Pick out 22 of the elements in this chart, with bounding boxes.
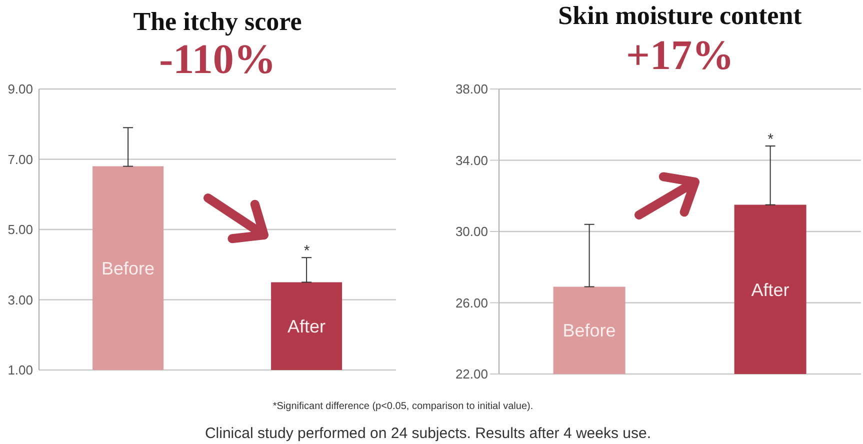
y-tick-label: 22.00 [455, 366, 488, 382]
chart-title: Skin moisture content [557, 1, 803, 30]
y-tick-label: 26.00 [455, 295, 488, 310]
chart-subtitle: +17% [625, 33, 735, 79]
text: *Significant difference (p<0.05, comparison to initial value). [272, 400, 534, 414]
y-tick-label: 34.00 [455, 152, 488, 168]
y-tick-label: 5.00 [8, 222, 33, 238]
x-tick-label: After [288, 316, 326, 336]
annotation: * [304, 242, 310, 260]
text: Clinical study performed on 24 subjects. Results after 4 weeks use. [204, 424, 652, 443]
y-tick-label: 30.00 [455, 224, 488, 240]
x-tick-label: After [751, 280, 790, 300]
chart-title: The itchy score [132, 7, 303, 36]
y-tick-label: 38.00 [455, 82, 488, 97]
y-tick-label: 1.00 [8, 362, 33, 378]
annotation: * [768, 131, 774, 148]
x-tick-label: Before [562, 320, 616, 341]
chart-subtitle: -110% [158, 37, 277, 83]
x-tick-label: Before [102, 258, 155, 279]
y-tick-label: 7.00 [8, 152, 33, 167]
y-tick-label: 3.00 [8, 292, 33, 308]
y-tick-label: 9.00 [8, 82, 33, 97]
